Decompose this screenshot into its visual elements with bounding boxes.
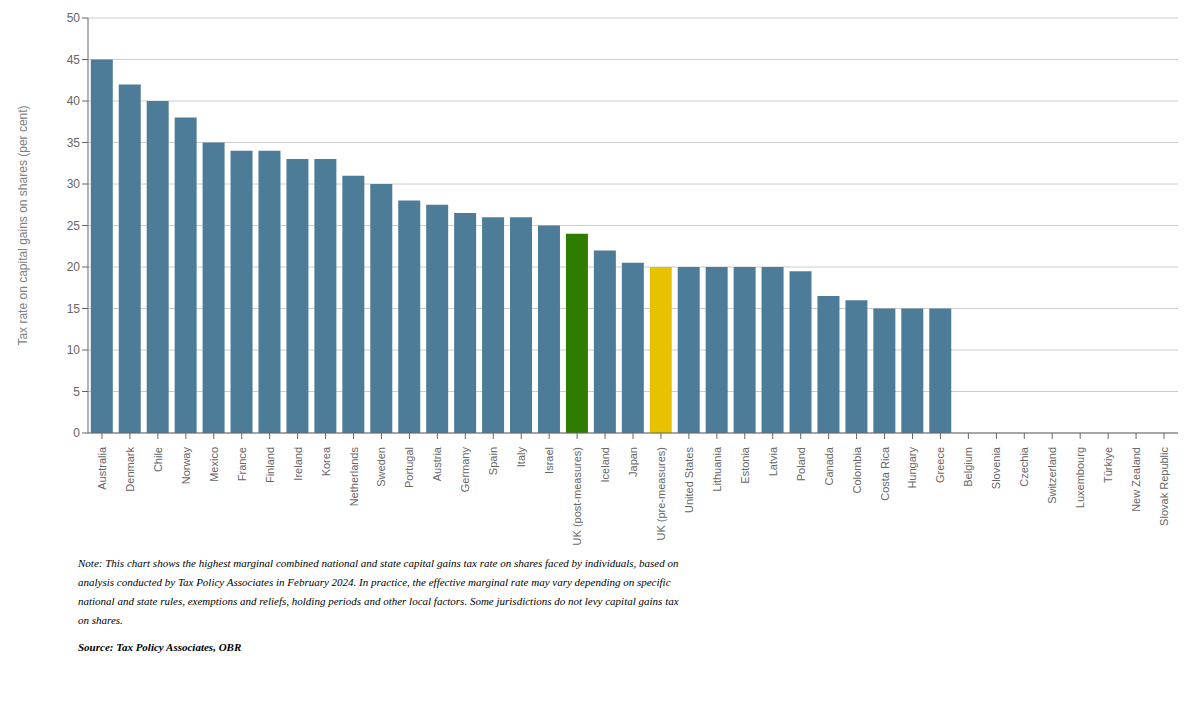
html-text:on shares.: on shares. <box>78 614 123 626</box>
svg-text:United States: United States <box>683 447 695 514</box>
svg-text:Australia: Australia <box>96 446 108 490</box>
svg-text:Switzerland: Switzerland <box>1046 447 1058 504</box>
svg-text:Korea: Korea <box>320 446 332 476</box>
svg-text:Germany: Germany <box>459 447 471 493</box>
svg-text:Netherlands: Netherlands <box>348 447 360 507</box>
svg-text:Italy: Italy <box>515 447 527 468</box>
svg-text:New Zealand: New Zealand <box>1130 447 1142 512</box>
svg-text:0: 0 <box>73 426 80 440</box>
svg-text:Czechia: Czechia <box>1018 446 1030 487</box>
svg-text:Türkiye: Türkiye <box>1102 447 1114 483</box>
svg-text:Tax rate on capital gains on s: Tax rate on capital gains on shares (per… <box>16 105 30 345</box>
svg-text:10: 10 <box>67 343 81 357</box>
svg-text:Denmark: Denmark <box>124 447 136 492</box>
svg-text:Chile: Chile <box>152 447 164 472</box>
svg-text:Austria: Austria <box>431 446 443 481</box>
svg-text:Costa Rica: Costa Rica <box>879 446 891 501</box>
svg-text:25: 25 <box>67 219 81 233</box>
html-text:Note: This chart shows the hig: Note: This chart shows the highest margi… <box>78 557 679 569</box>
svg-text:Finland: Finland <box>264 447 276 483</box>
svg-text:Greece: Greece <box>934 447 946 483</box>
svg-text:Spain: Spain <box>487 447 499 475</box>
svg-text:Slovak Republic: Slovak Republic <box>1158 447 1170 526</box>
svg-text:Estonia: Estonia <box>739 446 751 484</box>
svg-text:30: 30 <box>67 177 81 191</box>
svg-text:UK (pre-measures): UK (pre-measures) <box>655 447 667 541</box>
svg-text:45: 45 <box>67 53 81 67</box>
svg-text:35: 35 <box>67 136 81 150</box>
svg-text:Sweden: Sweden <box>375 447 387 487</box>
svg-text:Norway: Norway <box>180 447 192 485</box>
html-text:national and state rules, exem: national and state rules, exemptions and… <box>78 595 679 607</box>
svg-text:Poland: Poland <box>795 447 807 481</box>
svg-text:15: 15 <box>67 302 81 316</box>
svg-text:UK (post-measures): UK (post-measures) <box>571 447 583 545</box>
svg-text:Belgium: Belgium <box>962 447 974 487</box>
svg-text:Luxembourg: Luxembourg <box>1074 447 1086 508</box>
svg-text:Mexico: Mexico <box>208 447 220 482</box>
svg-text:Colombia: Colombia <box>851 446 863 493</box>
svg-text:Hungary: Hungary <box>906 447 918 489</box>
svg-text:France: France <box>236 447 248 481</box>
html-text:Source: Tax Policy Associates,: Source: Tax Policy Associates, OBR <box>78 641 242 653</box>
svg-text:Slovenia: Slovenia <box>990 446 1002 489</box>
svg-text:Israel: Israel <box>543 447 555 474</box>
html-text:analysis conducted by Tax Poli: analysis conducted by Tax Policy Associa… <box>78 576 671 588</box>
svg-text:40: 40 <box>67 94 81 108</box>
svg-text:20: 20 <box>67 260 81 274</box>
svg-text:Iceland: Iceland <box>599 447 611 482</box>
svg-text:Lithuania: Lithuania <box>711 446 723 492</box>
svg-text:Canada: Canada <box>823 446 835 485</box>
svg-text:5: 5 <box>73 385 80 399</box>
svg-text:Portugal: Portugal <box>403 447 415 488</box>
svg-text:Latvia: Latvia <box>767 446 779 476</box>
svg-text:Ireland: Ireland <box>292 447 304 481</box>
svg-text:50: 50 <box>67 11 81 25</box>
svg-text:Japan: Japan <box>627 447 639 477</box>
